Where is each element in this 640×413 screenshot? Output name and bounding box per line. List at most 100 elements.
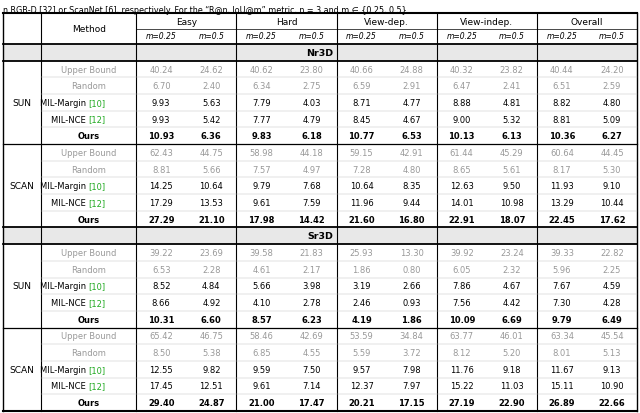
Text: 6.34: 6.34 — [252, 82, 271, 91]
Text: 22.82: 22.82 — [600, 248, 624, 257]
Text: Random: Random — [71, 165, 106, 174]
Text: 63.34: 63.34 — [550, 332, 574, 341]
Text: 63.77: 63.77 — [450, 332, 474, 341]
Text: 14.01: 14.01 — [450, 199, 474, 207]
Text: 17.62: 17.62 — [598, 215, 625, 224]
Text: 7.56: 7.56 — [452, 298, 471, 307]
Text: 7.79: 7.79 — [252, 99, 271, 108]
Text: 21.10: 21.10 — [198, 215, 225, 224]
Text: 12.63: 12.63 — [450, 182, 474, 191]
Text: 4.97: 4.97 — [302, 165, 321, 174]
Text: 24.62: 24.62 — [200, 65, 223, 74]
Text: SCAN: SCAN — [10, 365, 35, 374]
Text: 21.00: 21.00 — [248, 398, 275, 407]
Text: SUN: SUN — [13, 282, 31, 291]
Text: 8.45: 8.45 — [352, 115, 371, 124]
Text: 5.32: 5.32 — [502, 115, 521, 124]
Text: 4.42: 4.42 — [502, 298, 521, 307]
Text: 7.98: 7.98 — [403, 365, 421, 374]
Text: 4.79: 4.79 — [302, 115, 321, 124]
Text: Random: Random — [71, 348, 106, 357]
Text: m=0.25: m=0.25 — [246, 32, 276, 41]
Text: 21.83: 21.83 — [300, 248, 323, 257]
Text: 8.66: 8.66 — [152, 298, 171, 307]
Text: 27.29: 27.29 — [148, 215, 175, 224]
Text: 4.55: 4.55 — [302, 348, 321, 357]
Text: 15.22: 15.22 — [450, 382, 474, 391]
Text: [10]: [10] — [88, 282, 106, 291]
Text: 7.97: 7.97 — [403, 382, 421, 391]
Text: 2.91: 2.91 — [403, 82, 421, 91]
Text: 60.64: 60.64 — [550, 149, 574, 157]
Text: 4.81: 4.81 — [502, 99, 521, 108]
Text: 6.23: 6.23 — [301, 315, 322, 324]
Text: 23.82: 23.82 — [500, 65, 524, 74]
Text: 7.30: 7.30 — [552, 298, 571, 307]
Text: 65.42: 65.42 — [149, 332, 173, 341]
Text: 17.98: 17.98 — [248, 215, 275, 224]
Text: 4.80: 4.80 — [603, 99, 621, 108]
Text: Random: Random — [71, 265, 106, 274]
Text: 46.75: 46.75 — [200, 332, 223, 341]
Text: 12.51: 12.51 — [200, 382, 223, 391]
Text: 7.50: 7.50 — [302, 365, 321, 374]
Text: 39.92: 39.92 — [450, 248, 474, 257]
Text: 7.28: 7.28 — [352, 165, 371, 174]
Text: 34.84: 34.84 — [400, 332, 424, 341]
Text: 4.84: 4.84 — [202, 282, 221, 291]
Text: 59.15: 59.15 — [349, 149, 373, 157]
Text: 20.21: 20.21 — [348, 398, 375, 407]
Text: [12]: [12] — [88, 298, 106, 307]
Text: 6.85: 6.85 — [252, 348, 271, 357]
Text: View-indep.: View-indep. — [460, 18, 513, 27]
Text: m=0.5: m=0.5 — [399, 32, 424, 41]
Text: 6.53: 6.53 — [152, 265, 171, 274]
Text: 5.59: 5.59 — [353, 348, 371, 357]
Text: 12.37: 12.37 — [349, 382, 374, 391]
Text: 10.09: 10.09 — [449, 315, 475, 324]
Text: MIL-Margin: MIL-Margin — [40, 282, 88, 291]
Text: 8.81: 8.81 — [552, 115, 571, 124]
Text: MIL-NCE: MIL-NCE — [51, 382, 88, 391]
Text: 9.61: 9.61 — [252, 199, 271, 207]
Text: 9.79: 9.79 — [552, 315, 572, 324]
Text: 5.09: 5.09 — [603, 115, 621, 124]
Text: 9.93: 9.93 — [152, 115, 170, 124]
Text: [12]: [12] — [88, 199, 106, 207]
Text: 2.59: 2.59 — [603, 82, 621, 91]
Text: MIL-NCE: MIL-NCE — [51, 115, 88, 124]
Text: 6.27: 6.27 — [602, 132, 622, 141]
Text: 0.80: 0.80 — [403, 265, 421, 274]
Text: 6.60: 6.60 — [201, 315, 221, 324]
Text: 4.03: 4.03 — [302, 99, 321, 108]
Text: 8.35: 8.35 — [403, 182, 421, 191]
Text: 39.33: 39.33 — [550, 248, 574, 257]
Text: 4.77: 4.77 — [403, 99, 421, 108]
Text: 5.13: 5.13 — [603, 348, 621, 357]
Text: 40.24: 40.24 — [149, 65, 173, 74]
Text: 5.30: 5.30 — [603, 165, 621, 174]
Text: 2.17: 2.17 — [302, 265, 321, 274]
Text: 4.19: 4.19 — [351, 315, 372, 324]
Text: Ours: Ours — [77, 215, 100, 224]
Text: 5.66: 5.66 — [202, 165, 221, 174]
Text: 9.50: 9.50 — [502, 182, 521, 191]
Text: 7.77: 7.77 — [252, 115, 271, 124]
Text: 5.63: 5.63 — [202, 99, 221, 108]
Text: 25.93: 25.93 — [349, 248, 374, 257]
Text: m=0.25: m=0.25 — [446, 32, 477, 41]
Text: 13.53: 13.53 — [200, 199, 223, 207]
Text: 8.01: 8.01 — [552, 348, 571, 357]
Text: 6.53: 6.53 — [401, 132, 422, 141]
Text: 8.82: 8.82 — [552, 99, 571, 108]
Text: 10.90: 10.90 — [600, 382, 624, 391]
Text: 7.67: 7.67 — [552, 282, 572, 291]
Text: 2.28: 2.28 — [202, 265, 221, 274]
Text: 24.87: 24.87 — [198, 398, 225, 407]
Text: [12]: [12] — [88, 115, 106, 124]
Text: 42.91: 42.91 — [400, 149, 424, 157]
Text: 11.96: 11.96 — [349, 199, 374, 207]
Text: 22.66: 22.66 — [598, 398, 625, 407]
Text: Upper Bound: Upper Bound — [61, 149, 116, 157]
Text: 22.90: 22.90 — [499, 398, 525, 407]
